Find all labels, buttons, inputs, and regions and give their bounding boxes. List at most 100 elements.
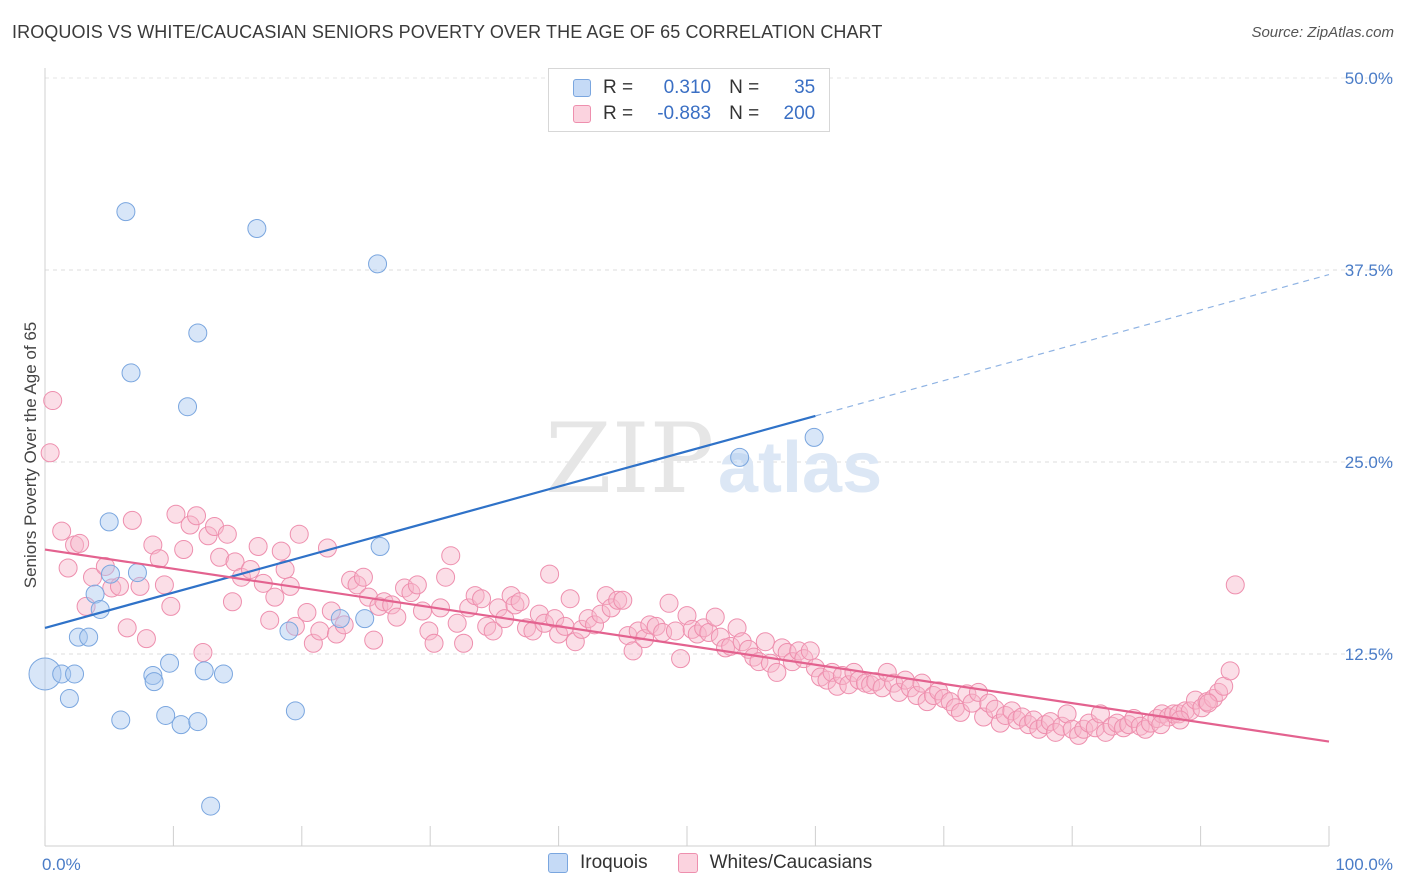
iroquois-point xyxy=(730,447,750,467)
whites-point xyxy=(659,593,679,613)
iroquois-point xyxy=(68,627,88,647)
iroquois-point xyxy=(247,219,267,239)
whites-point xyxy=(52,521,72,541)
iroquois-point xyxy=(804,427,824,447)
whites-point xyxy=(601,598,621,618)
whites-point xyxy=(950,702,970,722)
whites-point xyxy=(540,564,560,584)
whites-point xyxy=(1002,701,1022,721)
x-tick-label: 100.0% xyxy=(1335,855,1393,874)
legend: R = 0.310 N = 35 R = -0.883 N = 200 xyxy=(548,68,830,132)
whites-point xyxy=(565,632,585,652)
iroquois-point xyxy=(116,202,136,222)
whites-point xyxy=(143,535,163,555)
whites-point xyxy=(347,575,367,595)
legend-row-iroquois: R = 0.310 N = 35 xyxy=(573,76,815,100)
iroquois-point xyxy=(144,672,164,692)
bottom-legend-swatch-whites xyxy=(677,853,698,873)
bottom-legend-whites[interactable]: Whites/Caucasians xyxy=(677,852,872,874)
series-whites-caucasians xyxy=(40,391,1245,745)
iroquois-point xyxy=(370,536,390,556)
whites-point xyxy=(364,630,384,650)
iroquois-point xyxy=(279,621,299,641)
iroquois-point xyxy=(28,657,62,691)
whites-point xyxy=(248,536,268,556)
whites-point xyxy=(166,504,186,524)
whites-point xyxy=(289,524,309,544)
whites-point xyxy=(265,587,285,607)
whites-point xyxy=(1198,693,1218,713)
whites-point xyxy=(549,624,569,644)
whites-point xyxy=(623,641,643,661)
whites-point xyxy=(671,649,691,669)
whites-point xyxy=(117,618,137,638)
iroquois-trend-extension xyxy=(815,274,1330,417)
whites-point xyxy=(303,633,323,653)
watermark-zip: ZIP xyxy=(545,403,714,515)
iroquois-point xyxy=(188,712,208,732)
iroquois-point xyxy=(99,512,119,532)
whites-point xyxy=(40,443,60,463)
whites-point xyxy=(187,506,207,526)
x-tick-label: 0.0% xyxy=(42,855,81,874)
legend-n-label: N = xyxy=(729,103,760,124)
whites-point xyxy=(334,615,354,635)
whites-point xyxy=(70,533,90,553)
y-tick-label: 12.5% xyxy=(1345,645,1393,664)
whites-point xyxy=(767,662,787,682)
iroquois-point xyxy=(90,599,110,619)
whites-point xyxy=(1057,704,1077,724)
legend-r-label: R = xyxy=(603,103,634,124)
whites-point xyxy=(608,590,628,610)
whites-point xyxy=(271,541,291,561)
watermark-atlas: atlas xyxy=(718,428,882,508)
whites-point xyxy=(210,547,230,567)
whites-point xyxy=(1130,716,1150,736)
whites-point xyxy=(424,633,444,653)
whites-point xyxy=(198,526,218,546)
whites-point xyxy=(401,583,421,603)
whites-point xyxy=(193,642,213,662)
iroquois-point xyxy=(171,715,191,735)
iroquois-point xyxy=(100,564,120,584)
iroquois-point xyxy=(368,254,388,274)
iroquois-point xyxy=(143,666,163,686)
whites-point xyxy=(545,609,565,629)
whites-point xyxy=(628,621,648,641)
whites-point xyxy=(136,629,156,649)
whites-point xyxy=(161,596,181,616)
whites-point xyxy=(260,610,280,630)
whites-point xyxy=(1007,710,1027,730)
whites-point xyxy=(732,632,752,652)
whites-trend-line xyxy=(44,548,1330,743)
iroquois-point xyxy=(59,689,79,709)
y-tick-label: 50.0% xyxy=(1345,69,1393,88)
iroquois-point xyxy=(85,584,105,604)
whites-point xyxy=(1012,707,1032,727)
source-credit: Source: ZipAtlas.com xyxy=(1251,24,1394,41)
whites-point xyxy=(353,567,373,587)
whites-point xyxy=(1069,725,1089,745)
bottom-legend-iroquois[interactable]: Iroquois xyxy=(548,852,648,874)
whites-point xyxy=(310,621,330,641)
whites-point xyxy=(585,615,605,635)
whites-point xyxy=(800,641,820,661)
whites-point xyxy=(483,621,503,641)
whites-point xyxy=(472,589,492,609)
y-tick-label: 37.5% xyxy=(1345,261,1393,280)
whites-point xyxy=(613,590,633,610)
whites-point xyxy=(130,576,150,596)
whites-point xyxy=(454,633,474,653)
iroquois-point xyxy=(121,363,141,383)
whites-point xyxy=(705,607,725,627)
whites-point xyxy=(665,621,685,641)
whites-point xyxy=(222,592,242,612)
iroquois-point xyxy=(355,609,375,629)
whites-point xyxy=(58,558,78,578)
whites-point xyxy=(1035,715,1055,735)
iroquois-point xyxy=(213,664,233,684)
whites-point xyxy=(419,621,439,641)
legend-r-label: R = xyxy=(603,77,634,98)
y-tick-label: 25.0% xyxy=(1345,453,1393,472)
